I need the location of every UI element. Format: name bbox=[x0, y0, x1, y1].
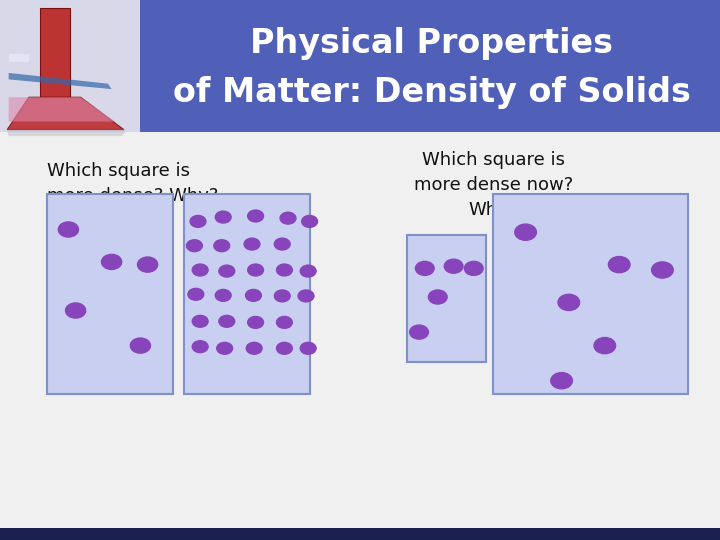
Circle shape bbox=[246, 342, 262, 354]
Circle shape bbox=[192, 341, 208, 353]
Circle shape bbox=[186, 240, 202, 252]
Circle shape bbox=[130, 338, 150, 353]
Circle shape bbox=[302, 215, 318, 227]
Circle shape bbox=[300, 342, 316, 354]
Polygon shape bbox=[9, 97, 115, 122]
Bar bbox=[40, 8, 70, 97]
Circle shape bbox=[190, 215, 206, 227]
Circle shape bbox=[551, 373, 572, 389]
Circle shape bbox=[274, 290, 290, 302]
Text: Which square is
more dense? Why?: Which square is more dense? Why? bbox=[47, 162, 218, 205]
Circle shape bbox=[246, 289, 261, 301]
Circle shape bbox=[217, 342, 233, 354]
Circle shape bbox=[276, 316, 292, 328]
Circle shape bbox=[192, 264, 208, 276]
Circle shape bbox=[608, 256, 630, 273]
Circle shape bbox=[58, 222, 78, 237]
Bar bbox=[0, 0, 720, 132]
Circle shape bbox=[66, 303, 86, 318]
Circle shape bbox=[558, 294, 580, 310]
Circle shape bbox=[276, 264, 292, 276]
Circle shape bbox=[276, 342, 292, 354]
Circle shape bbox=[192, 315, 208, 327]
Circle shape bbox=[138, 257, 158, 272]
Circle shape bbox=[248, 264, 264, 276]
Circle shape bbox=[652, 262, 673, 278]
Bar bbox=[184, 194, 310, 394]
Bar bbox=[493, 194, 688, 394]
Circle shape bbox=[219, 315, 235, 327]
Circle shape bbox=[215, 211, 231, 223]
Circle shape bbox=[244, 238, 260, 250]
Bar bbox=[0, 528, 720, 540]
Circle shape bbox=[274, 238, 290, 250]
Circle shape bbox=[300, 265, 316, 277]
Circle shape bbox=[444, 259, 463, 273]
Bar bbox=[47, 194, 173, 394]
Text: Which square is
more dense now?
Why?: Which square is more dense now? Why? bbox=[413, 151, 573, 219]
Circle shape bbox=[102, 254, 122, 269]
Circle shape bbox=[219, 265, 235, 277]
Polygon shape bbox=[7, 97, 124, 130]
Polygon shape bbox=[7, 130, 126, 136]
Circle shape bbox=[248, 210, 264, 222]
Circle shape bbox=[464, 261, 483, 275]
Bar bbox=[0, 0, 140, 132]
Circle shape bbox=[515, 224, 536, 240]
Circle shape bbox=[410, 325, 428, 339]
Circle shape bbox=[298, 290, 314, 302]
Text: Physical Properties: Physical Properties bbox=[251, 27, 613, 60]
Circle shape bbox=[248, 316, 264, 328]
Circle shape bbox=[215, 289, 231, 301]
Circle shape bbox=[594, 338, 616, 354]
Polygon shape bbox=[9, 54, 29, 62]
Circle shape bbox=[188, 288, 204, 300]
Circle shape bbox=[428, 290, 447, 304]
Circle shape bbox=[415, 261, 434, 275]
Polygon shape bbox=[9, 73, 112, 89]
Text: of Matter: Density of Solids: of Matter: Density of Solids bbox=[173, 76, 691, 109]
Circle shape bbox=[214, 240, 230, 252]
Bar bbox=[407, 235, 486, 362]
Circle shape bbox=[280, 212, 296, 224]
